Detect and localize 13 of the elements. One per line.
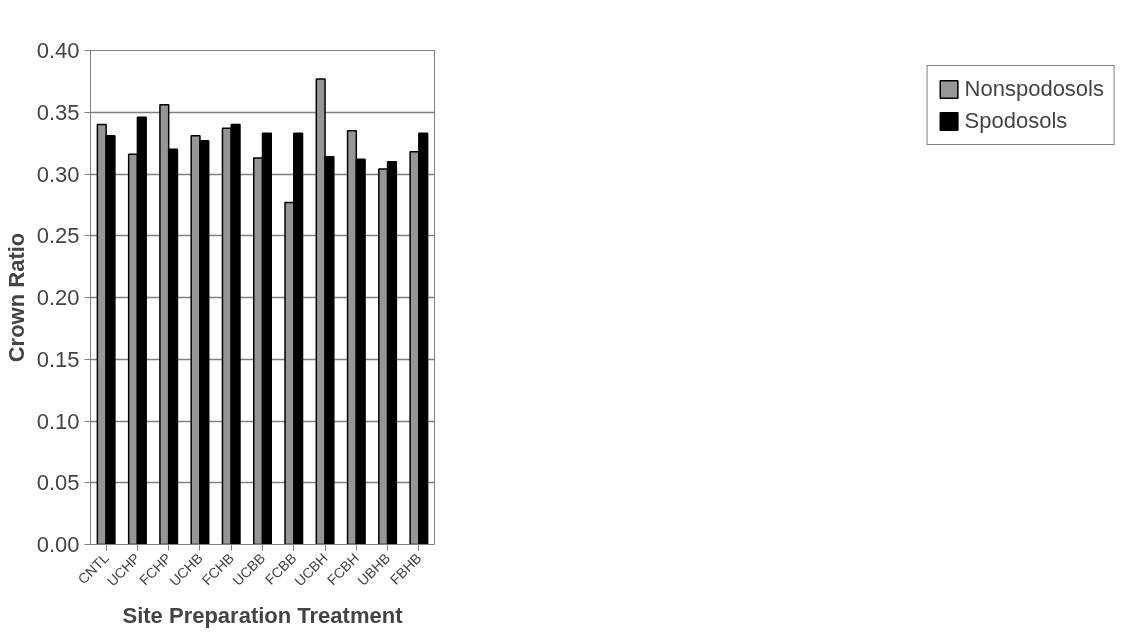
y-tick-label: 0.25 [36, 223, 80, 249]
y-tick-label: 0.10 [36, 408, 80, 434]
legend-label: Spodosols [964, 108, 1068, 134]
y-tick-label: 0.05 [36, 470, 80, 496]
y-tick-label: 0.35 [36, 99, 80, 125]
legend-label: Nonspodosols [964, 76, 1104, 102]
y-tick-label: 0.40 [36, 38, 80, 63]
y-axis-title: Crown Ratio [3, 232, 29, 363]
x-axis-title: Site Preparation Treatment [122, 602, 404, 628]
y-tick-label: 0.30 [36, 161, 80, 187]
y-tick-label: 0.20 [36, 285, 80, 310]
y-tick-label: 0.00 [36, 532, 80, 557]
y-tick-label: 0.15 [36, 346, 80, 372]
